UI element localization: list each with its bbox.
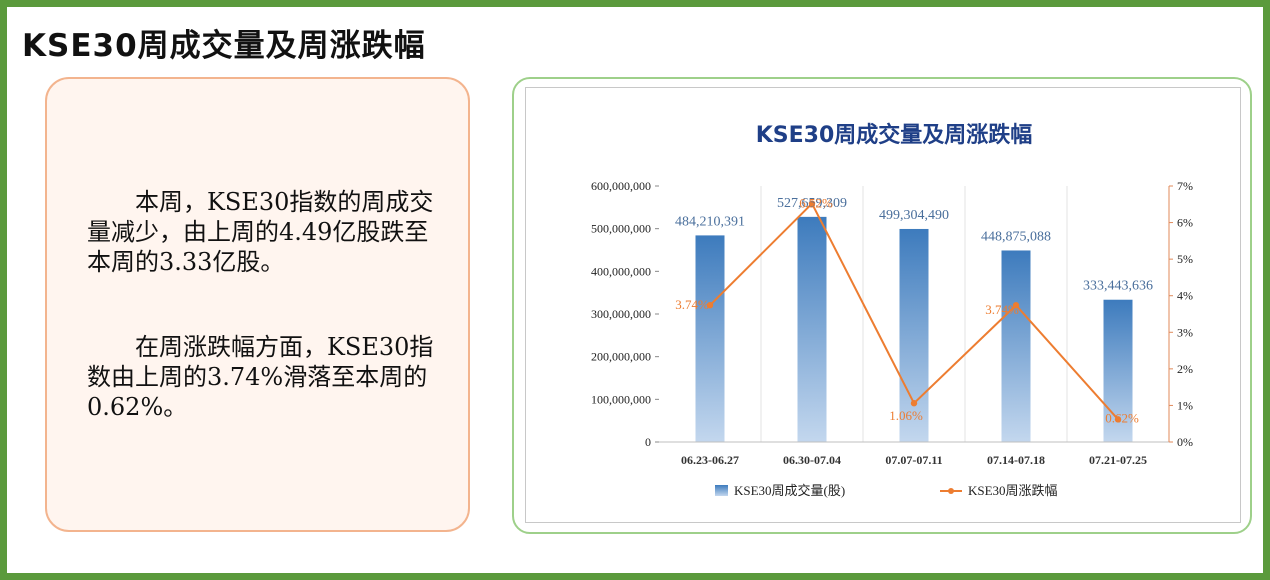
- change-point-label: 0.62%: [1105, 410, 1139, 425]
- volume-bar-label: 499,304,490: [879, 208, 949, 223]
- left-axis-tick-label: 400,000,000: [591, 264, 651, 278]
- left-axis-tick-label: 300,000,000: [591, 307, 651, 321]
- volume-bar-label: 448,875,088: [981, 229, 1051, 244]
- x-axis-category-label: 06.30-07.04: [783, 453, 841, 467]
- volume-bar-label: 527,659,309: [777, 196, 847, 211]
- right-axis-tick-label: 3%: [1177, 325, 1193, 339]
- change-point: [910, 400, 918, 407]
- change-point-label: 6.52%: [799, 196, 833, 211]
- left-axis-tick-label: 100,000,000: [591, 392, 651, 406]
- right-axis-tick-label: 2%: [1177, 362, 1193, 376]
- left-axis-tick-label: 500,000,000: [591, 222, 651, 236]
- volume-bar: [899, 228, 929, 442]
- right-axis-tick-label: 0%: [1177, 435, 1193, 449]
- chart-panel: KSE30周成交量及周涨跌幅 484,210,391 527,659,309 499…: [525, 87, 1241, 523]
- x-axis-category-label: 07.21-07.25: [1089, 453, 1147, 467]
- left-axis-tick-label: 0: [645, 435, 651, 449]
- x-axis-category-label: 06.23-06.27: [681, 453, 739, 467]
- change-point-label: 3.74%: [985, 302, 1019, 317]
- change-point-label: 1.06%: [889, 408, 923, 423]
- change-point: [1114, 416, 1122, 423]
- left-axis-tick-label: 600,000,000: [591, 179, 651, 193]
- volume-bar: [1001, 250, 1031, 442]
- change-point: [1012, 302, 1020, 309]
- right-axis-tick-label: 5%: [1177, 252, 1193, 266]
- change-point-label: 3.74%: [675, 297, 709, 312]
- change-point: [706, 302, 714, 309]
- right-axis-tick-label: 6%: [1177, 216, 1193, 230]
- legend-volume-label: KSE30周成交量(股): [734, 483, 845, 498]
- left-axis-tick-label: 200,000,000: [591, 350, 651, 364]
- summary-paragraph-volume: 本周，KSE30指数的周成交量减少，由上周的4.49亿股跌至本周的3.33亿股。: [87, 188, 434, 276]
- x-axis-category-label: 07.07-07.11: [885, 453, 942, 467]
- legend-change-label: KSE30周涨跌幅: [968, 483, 1058, 498]
- volume-bar-label: 484,210,391: [675, 214, 745, 229]
- volume-bar: [695, 235, 725, 442]
- volume-bar-label: 333,443,636: [1083, 279, 1153, 294]
- summary-card: 本周，KSE30指数的周成交量减少，由上周的4.49亿股跌至本周的3.33亿股。…: [45, 77, 470, 532]
- right-axis-tick-label: 4%: [1177, 289, 1193, 303]
- combo-chart: KSE30周成交量及周涨跌幅 484,210,391 527,659,309 499…: [591, 122, 1193, 498]
- volume-bar: [797, 216, 827, 442]
- chart-card: KSE30周成交量及周涨跌幅 484,210,391 527,659,309 499…: [512, 77, 1252, 534]
- change-point: [808, 200, 816, 207]
- x-axis-category-label: 07.14-07.18: [987, 453, 1045, 467]
- summary-paragraph-change: 在周涨跌幅方面，KSE30指数由上周的3.74%滑落至本周的0.62%。: [87, 333, 434, 421]
- right-axis-tick-label: 7%: [1177, 179, 1193, 193]
- page-title: KSE30周成交量及周涨跌幅: [22, 28, 426, 64]
- legend-change-marker: [948, 488, 954, 494]
- right-axis-tick-label: 1%: [1177, 398, 1193, 412]
- chart-title: KSE30周成交量及周涨跌幅: [756, 122, 1033, 148]
- legend-volume-swatch: [715, 485, 728, 496]
